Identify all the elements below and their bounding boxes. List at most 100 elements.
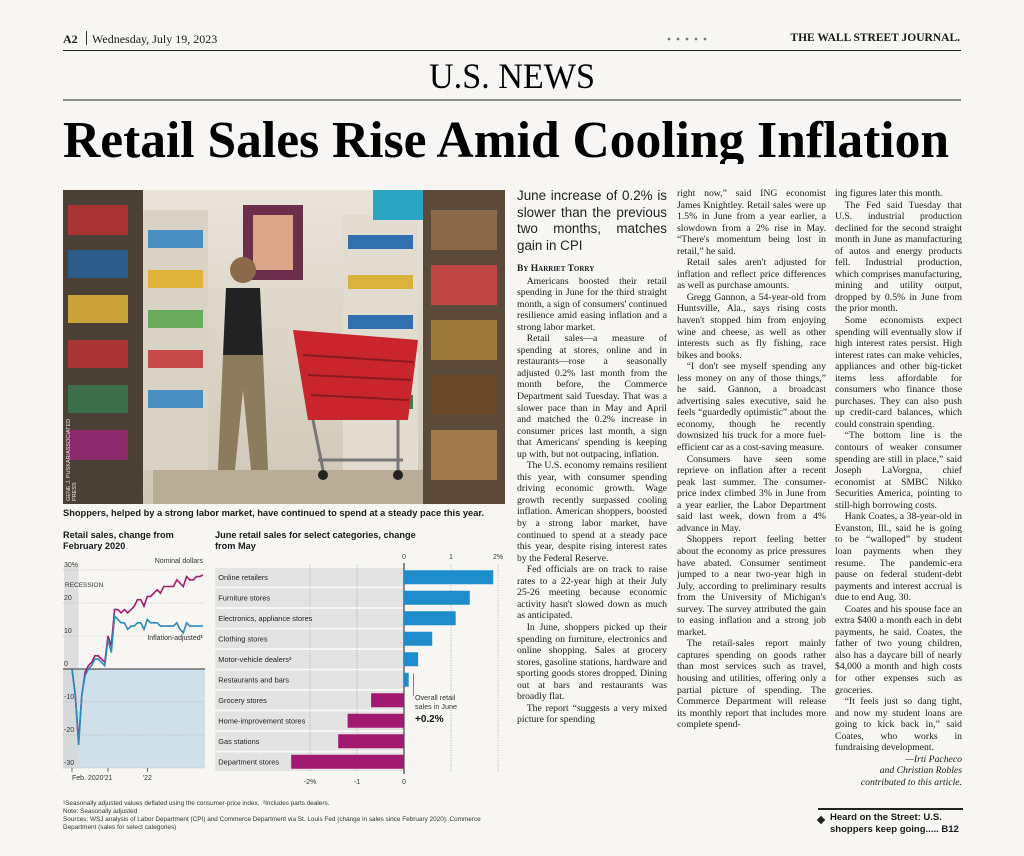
bar (291, 754, 404, 769)
paragraph: Some economists expect spending will eve… (835, 315, 962, 430)
paragraph: The U.S. economy remains resilient this … (517, 460, 667, 564)
credit-line: —Irti Pacheco (905, 753, 962, 765)
chart-title: Retail sales, change from February 2020 (63, 530, 174, 551)
issue-date: Wednesday, July 19, 2023 (92, 32, 218, 46)
article-column: June increase of 0.2% is slower than the… (517, 188, 667, 836)
bar (347, 713, 404, 728)
x-tick-label: 0 (402, 554, 406, 561)
category-label: Home-improvement stores (218, 716, 305, 725)
paragraph: right now,” said ING economist James Kni… (677, 188, 826, 257)
bar (371, 693, 404, 708)
y-tick-label: 10 (64, 628, 72, 635)
paragraph: “The bottom line is the contours of weak… (835, 430, 962, 511)
bar (404, 672, 409, 687)
headline: Retail Sales Rise Amid Cooling Inflation (63, 112, 949, 164)
x-tick-label: 2% (493, 554, 503, 561)
category-label: Restaurants and bars (218, 675, 289, 684)
article-column: right now,” said ING economist James Kni… (677, 188, 826, 836)
paragraph: Fed officials are on track to raise rate… (517, 564, 667, 622)
paragraph: Retail sales—a measure of spending at st… (517, 333, 667, 460)
paragraph: The retail-sales report mainly captures … (677, 638, 826, 731)
bar (338, 734, 404, 749)
teaser-rule (818, 808, 963, 810)
teaser[interactable]: Heard on the Street: U.S. shoppers keep … (830, 812, 962, 836)
article-column: ing figures later this month. The Fed sai… (835, 188, 962, 806)
category-label: Motor-vehicle dealers² (218, 655, 292, 664)
y-tick-label: 30% (64, 562, 78, 569)
y-tick-label: -10 (64, 694, 74, 701)
chart-title: June retail sales for select categories,… (215, 530, 416, 551)
y-tick-label: 0 (64, 661, 68, 668)
note: Sources: WSJ analysis of Labor Departmen… (63, 816, 481, 831)
paragraph: ing figures later this month. (835, 188, 943, 199)
paragraph: Consumers have seen some reprieve on inf… (677, 453, 826, 534)
annotation-value: +0.2% (415, 714, 444, 725)
page-number: A2 (63, 32, 78, 46)
header-dots (667, 37, 707, 41)
category-label: Online retailers (218, 573, 268, 582)
y-tick-label: -30 (64, 760, 74, 767)
paragraph: In June, shoppers picked up their spendi… (517, 621, 667, 703)
paragraph: “It feels just so dang tight, and now my… (835, 696, 962, 754)
bar (404, 570, 494, 585)
x-tick-label: '22 (143, 775, 152, 782)
x-tick-label: 1 (449, 554, 453, 561)
category-label: Gas stations (218, 737, 259, 746)
paragraph: “I don't see myself spending any less mo… (677, 361, 826, 454)
bar (404, 631, 433, 646)
paragraph: Americans boosted their retail spending … (517, 275, 667, 333)
paragraph: Gregg Gannon, a 54-year-old from Huntsvi… (677, 291, 826, 361)
bar (404, 652, 419, 667)
note: ²Includes parts dealers. (263, 800, 330, 807)
x-tick-label: Feb. 2020 (72, 775, 104, 782)
headline-block: U.S. NEWS Retail Sales Rise Amid Cooling… (63, 56, 961, 164)
teaser-page[interactable]: B12 (941, 824, 959, 835)
y-tick-label: 20 (64, 595, 72, 602)
paragraph: The report “suggests a very mixed pictur… (517, 702, 667, 726)
negative-area (63, 669, 205, 768)
recession-band (64, 566, 79, 768)
header-rule (63, 50, 961, 51)
note-line: ¹Seasonally adjusted values deflated usi… (63, 800, 508, 808)
paragraph: Shoppers report feeling better about the… (677, 534, 826, 638)
y-tick-label: -20 (64, 727, 74, 734)
note: ¹Seasonally adjusted values deflated usi… (63, 800, 260, 807)
subhead: June increase of 0.2% is slower than the… (517, 188, 667, 253)
category-label: Furniture stores (218, 593, 270, 602)
bar (404, 611, 456, 626)
byline: By Harriet Torry (517, 264, 595, 274)
series-line (71, 574, 204, 742)
credit-line: and Christian Robles (879, 765, 962, 777)
paragraph: Retail sales aren't adjusted for inflati… (677, 257, 826, 292)
section-title: U.S. NEWS (429, 56, 595, 96)
label-panel (215, 650, 404, 669)
photo-credit: GENE J. PUSKAR/ASSOCIATED PRESS (66, 418, 78, 501)
x-tick-label: -2% (304, 779, 316, 786)
series-label: Inflation-adjusted¹ (147, 635, 203, 642)
category-label: Grocery stores (218, 696, 267, 705)
paragraph: Hank Coates, a 38-year-old in Evanston, … (835, 511, 962, 604)
category-label: Department stores (218, 757, 279, 766)
bar (404, 590, 470, 605)
paragraph: The Fed said Tuesday that U.S. industria… (835, 199, 962, 315)
recession-label: RECESSION (65, 582, 104, 589)
chart-notes: ¹Seasonally adjusted values deflated usi… (63, 800, 508, 832)
x-tick-label: '21 (103, 775, 112, 782)
header-divider (86, 31, 87, 45)
photo (63, 190, 505, 504)
credit-line: contributed to this article. (860, 776, 962, 788)
x-tick-label: -1 (354, 779, 360, 786)
note: Note: Seasonally adjusted (63, 808, 138, 815)
paragraph: Coates and his spouse face an extra $400… (835, 603, 962, 696)
series-label: Nominal dollars (155, 558, 204, 565)
photo-caption: Shoppers, helped by a strong labor marke… (63, 508, 485, 518)
masthead: THE WALL STREET JOURNAL. (790, 32, 960, 44)
series-line (71, 614, 203, 745)
teaser-text[interactable]: Heard on the Street: U.S. shoppers keep … (830, 812, 942, 835)
x-tick-label: 0 (402, 779, 406, 786)
annotation-text: Overall retail sales in June (415, 693, 457, 711)
category-label: Clothing stores (218, 634, 268, 643)
